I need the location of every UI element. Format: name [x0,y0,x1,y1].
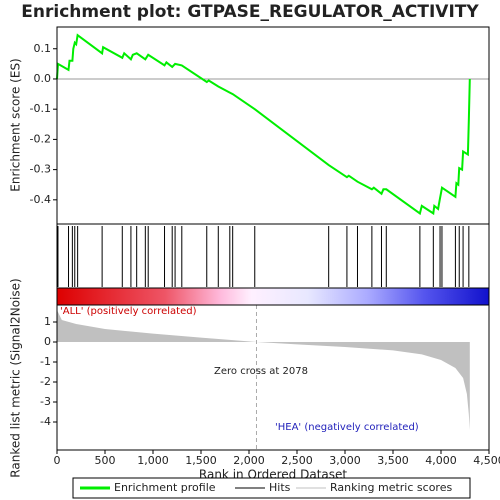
y-tick-label: -1 [40,355,51,368]
legend [72,477,471,499]
y-tick-label: 0 [44,335,51,348]
zero-cross-label: Zero cross at 2078 [214,366,308,377]
y-tick-label: -4 [40,415,51,428]
metric-area [57,310,470,430]
x-tick-label: 3,500 [377,454,409,467]
chart-title: Enrichment plot: GTPASE_REGULATOR_ACTIVI… [21,2,479,22]
y-axis-label: Ranked list metric (Signal2Noise) [9,278,23,477]
y-tick-label: 0.0 [34,72,52,85]
x-tick-label: 0 [54,454,61,467]
legend-label: Ranking metric scores [330,481,452,494]
pos-label: 'ALL' (positively correlated) [60,306,197,317]
y-tick-label: -0.1 [30,102,51,115]
y-tick-label: -0.2 [30,132,51,145]
legend-label: Enrichment profile [114,481,216,494]
x-tick-label: 3,000 [329,454,361,467]
x-tick-label: 4,500 [473,454,500,467]
legend-label: Hits [269,481,291,494]
y-tick-label: 0.1 [34,42,52,55]
x-tick-label: 4,000 [425,454,457,467]
y-tick-label: -0.4 [30,193,51,206]
y-tick-label: -0.3 [30,163,51,176]
y-tick-label: -2 [40,375,51,388]
x-tick-label: 1,500 [185,454,217,467]
x-tick-label: 2,500 [281,454,313,467]
x-tick-label: 2,000 [233,454,265,467]
x-tick-label: 500 [95,454,116,467]
color-band [57,288,489,305]
y-axis-label: Enrichment score (ES) [9,58,23,191]
enrichment-line [56,33,471,216]
y-tick-label: 1 [44,315,51,328]
y-tick-label: -3 [40,395,51,408]
neg-label: 'HEA' (negatively correlated) [275,422,419,433]
frame [56,26,490,451]
x-tick-label: 1,000 [137,454,169,467]
